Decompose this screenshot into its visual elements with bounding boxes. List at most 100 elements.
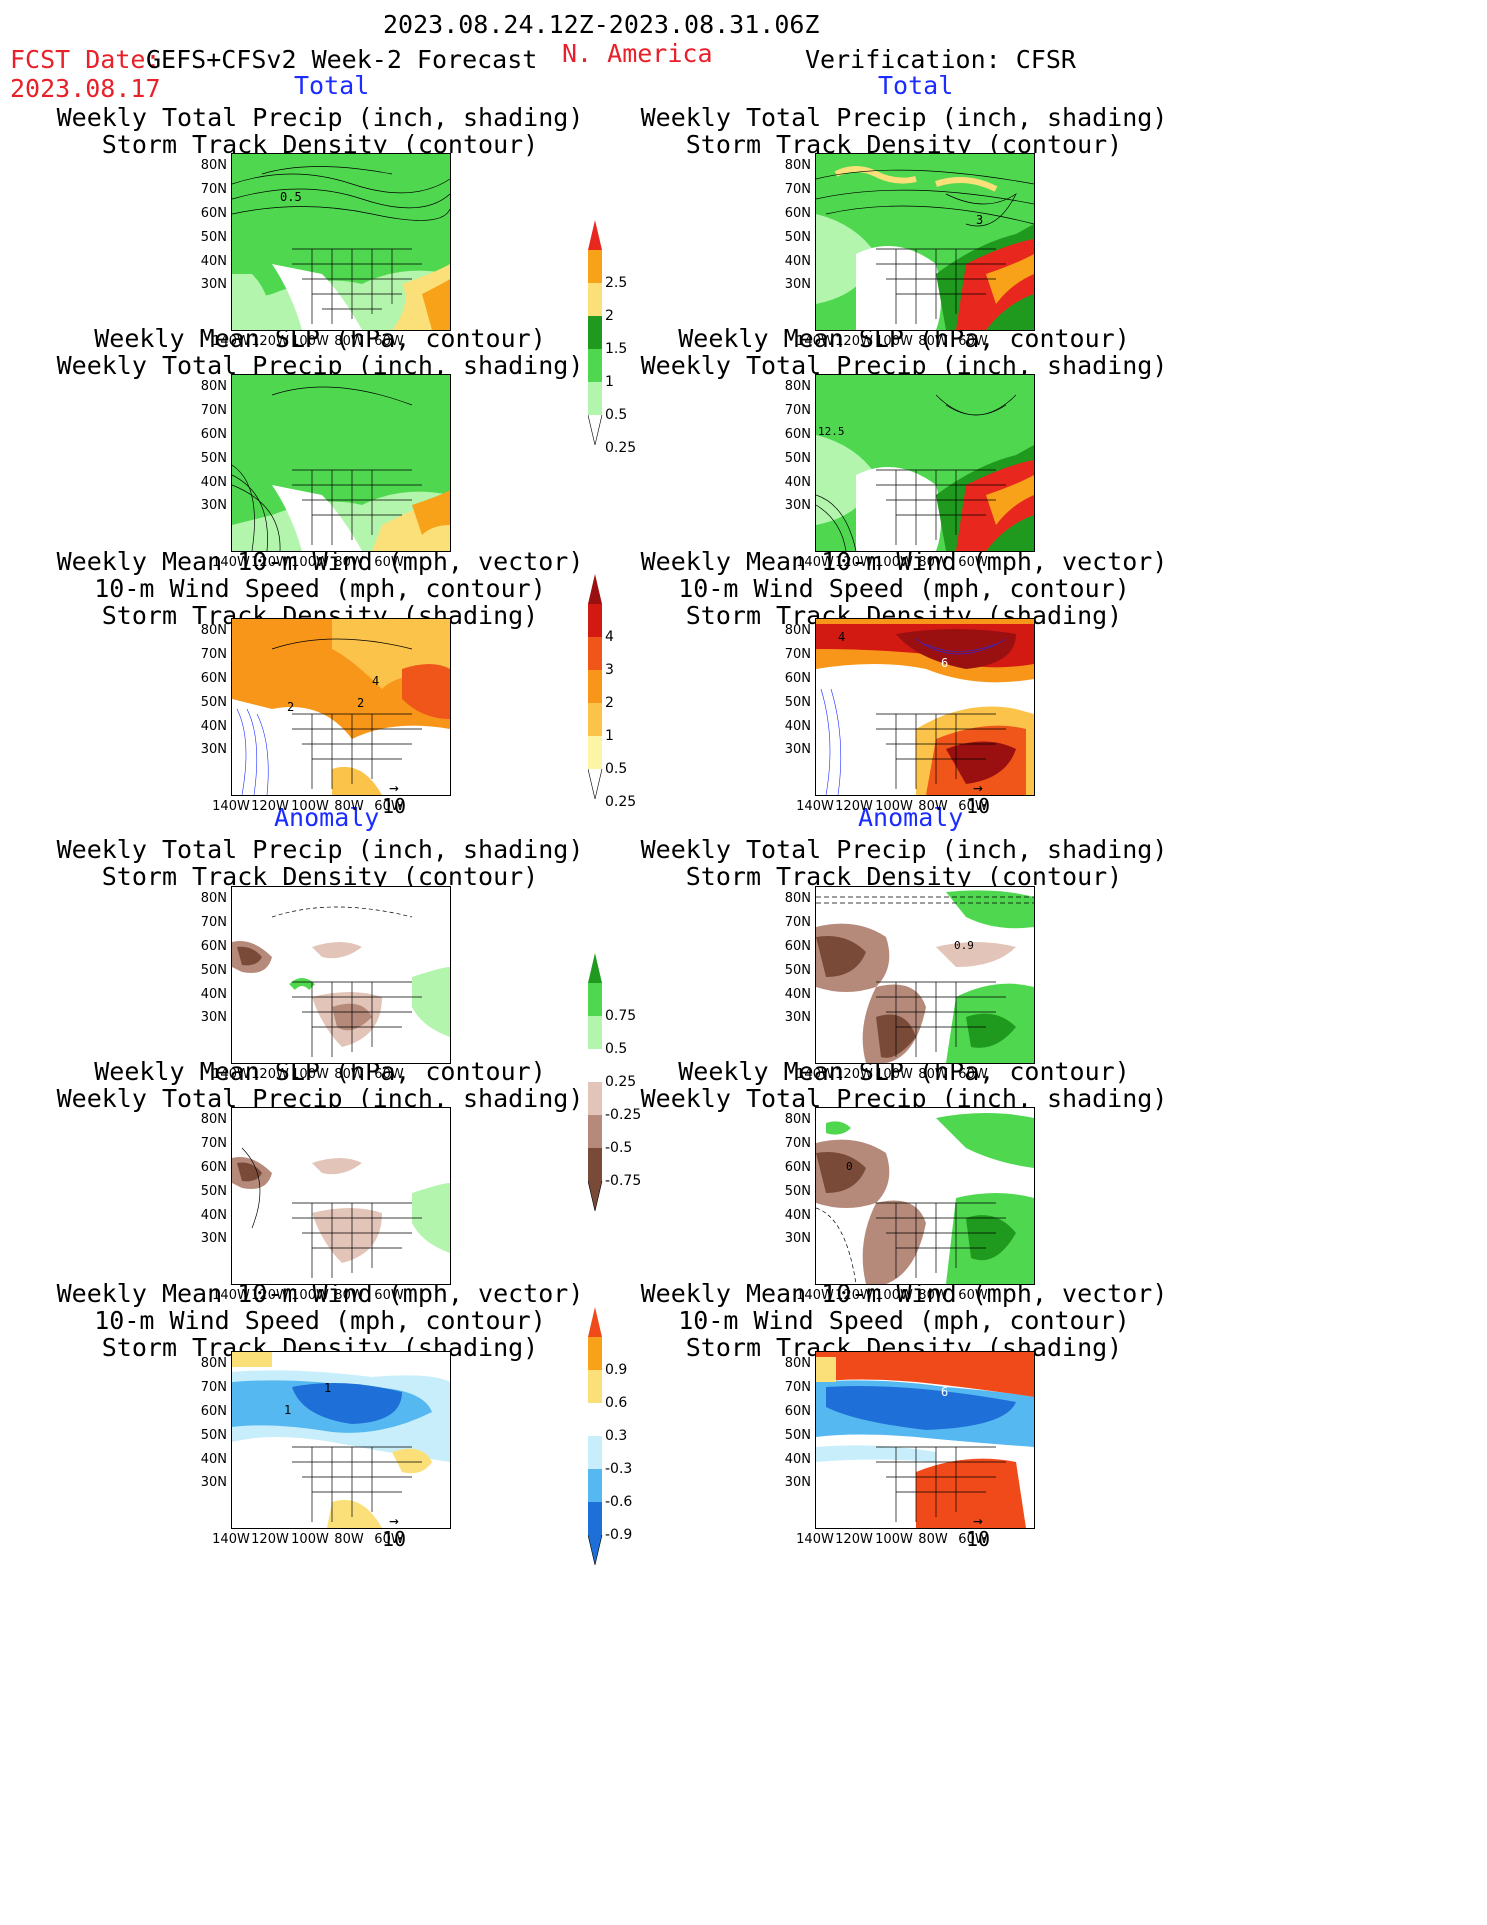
lat-label: 30N xyxy=(784,498,811,513)
lat-label: 60N xyxy=(784,1160,811,1175)
lat-label: 40N xyxy=(200,1208,227,1223)
lon-label: 60W xyxy=(958,555,988,570)
right-section-total: Total xyxy=(878,71,954,100)
lon-label: 80W xyxy=(918,1288,948,1303)
lon-label: 140W xyxy=(212,1288,250,1303)
lat-label: 70N xyxy=(200,915,227,930)
lon-label: 100W xyxy=(291,1288,329,1303)
lon-label: 80W xyxy=(334,1067,364,1082)
lat-label: 50N xyxy=(784,230,811,245)
lon-label: 80W xyxy=(334,334,364,349)
lat-label: 50N xyxy=(784,1184,811,1199)
lat-label: 60N xyxy=(784,671,811,686)
colorbar-label: 0.6 xyxy=(605,1395,628,1411)
map-wind-storm-verif: 4 6 xyxy=(815,618,1035,796)
lat-label: 40N xyxy=(200,987,227,1002)
colorbar-block xyxy=(588,1115,602,1148)
colorbar-block xyxy=(588,1337,602,1370)
title-r1: Weekly Total Precip (inch, shading) Storm… xyxy=(640,103,1168,159)
colorbar-label: 0.3 xyxy=(605,1428,628,1444)
lon-label: 120W xyxy=(251,1532,289,1547)
colorbar-label: 2 xyxy=(605,695,614,711)
vector-ref-l3: → 10 xyxy=(381,778,407,819)
colorbar-label: -0.3 xyxy=(605,1461,633,1477)
lon-label: 140W xyxy=(212,555,250,570)
lon-label: 100W xyxy=(875,555,913,570)
colorbar-block xyxy=(588,1370,602,1403)
lon-label: 140W xyxy=(212,334,250,349)
lon-label: 80W xyxy=(918,555,948,570)
lat-label: 50N xyxy=(784,695,811,710)
ann-l1: 0.5 xyxy=(280,190,302,204)
colorbar-block xyxy=(588,1082,602,1115)
colorbar-label: 2.5 xyxy=(605,275,628,291)
lon-label: 100W xyxy=(875,799,913,814)
colorbar-label: 1 xyxy=(605,374,614,390)
lon-label: 60W xyxy=(374,555,404,570)
ann-r5: 0 xyxy=(846,1160,853,1173)
map-anom-wind-fcst: 1 1 xyxy=(231,1351,451,1529)
ann-l3a: 4 xyxy=(372,674,379,688)
fcst-date-label: FCST Date: xyxy=(10,45,161,74)
colorbar-label: 0.5 xyxy=(605,407,628,423)
lon-label: 60W xyxy=(374,1067,404,1082)
lat-label: 60N xyxy=(200,427,227,442)
lat-label: 70N xyxy=(200,182,227,197)
colorbar-bottom-triangle xyxy=(588,1534,603,1565)
lat-label: 70N xyxy=(200,403,227,418)
lat-label: 80N xyxy=(784,623,811,638)
colorbar-block xyxy=(588,382,602,415)
lat-label: 30N xyxy=(784,1475,811,1490)
lat-label: 80N xyxy=(784,1112,811,1127)
lat-label: 60N xyxy=(200,939,227,954)
lat-label: 40N xyxy=(200,719,227,734)
lat-label: 80N xyxy=(200,623,227,638)
lat-label: 70N xyxy=(784,182,811,197)
vector-ref-l6: → 10 xyxy=(381,1511,407,1552)
colorbar-block xyxy=(588,1436,602,1469)
forecast-title: GEFS+CFSv2 Week-2 Forecast xyxy=(146,45,538,74)
lon-label: 120W xyxy=(835,1532,873,1547)
lon-label: 140W xyxy=(796,334,834,349)
map-total-precip-verif: 3 xyxy=(815,153,1035,331)
lat-label: 70N xyxy=(200,1380,227,1395)
region-label: N. America xyxy=(562,39,713,68)
lon-label: 100W xyxy=(291,334,329,349)
lon-label: 60W xyxy=(958,334,988,349)
ann-l3b: 2 xyxy=(287,700,294,714)
lat-label: 60N xyxy=(200,1160,227,1175)
lon-label: 120W xyxy=(251,799,289,814)
lat-label: 70N xyxy=(784,1380,811,1395)
lon-label: 60W xyxy=(374,1288,404,1303)
lat-label: 80N xyxy=(200,1112,227,1127)
colorbar-block xyxy=(588,250,602,283)
lat-label: 60N xyxy=(784,1404,811,1419)
lon-label: 80W xyxy=(918,1532,948,1547)
lat-label: 70N xyxy=(200,647,227,662)
lat-label: 50N xyxy=(784,451,811,466)
lon-label: 80W xyxy=(918,1067,948,1082)
lon-label: 80W xyxy=(334,1288,364,1303)
colorbar-block xyxy=(588,1016,602,1049)
lat-label: 40N xyxy=(200,475,227,490)
colorbar-block xyxy=(588,703,602,736)
colorbar-label: 0.75 xyxy=(605,1008,637,1024)
lon-label: 80W xyxy=(334,1532,364,1547)
lon-label: 100W xyxy=(875,1067,913,1082)
colorbar-bottom-triangle xyxy=(588,414,603,445)
lon-label: 120W xyxy=(251,555,289,570)
lat-label: 60N xyxy=(784,427,811,442)
lat-label: 50N xyxy=(200,451,227,466)
colorbar-block xyxy=(588,1469,602,1502)
ann-r2: 12.5 xyxy=(818,425,845,438)
colorbar-label: 2 xyxy=(605,308,614,324)
lon-label: 140W xyxy=(212,1067,250,1082)
colorbar-block xyxy=(588,1403,602,1436)
lat-label: 80N xyxy=(784,1356,811,1371)
title-l3: Weekly Mean 10-m Wind (mph, vector) 10-m … xyxy=(56,547,584,630)
lon-label: 140W xyxy=(796,1067,834,1082)
colorbar-label: -0.9 xyxy=(605,1527,633,1543)
colorbar-block xyxy=(588,1148,602,1181)
ann-r3a: 4 xyxy=(838,630,845,644)
colorbar-label: 0.25 xyxy=(605,440,637,456)
